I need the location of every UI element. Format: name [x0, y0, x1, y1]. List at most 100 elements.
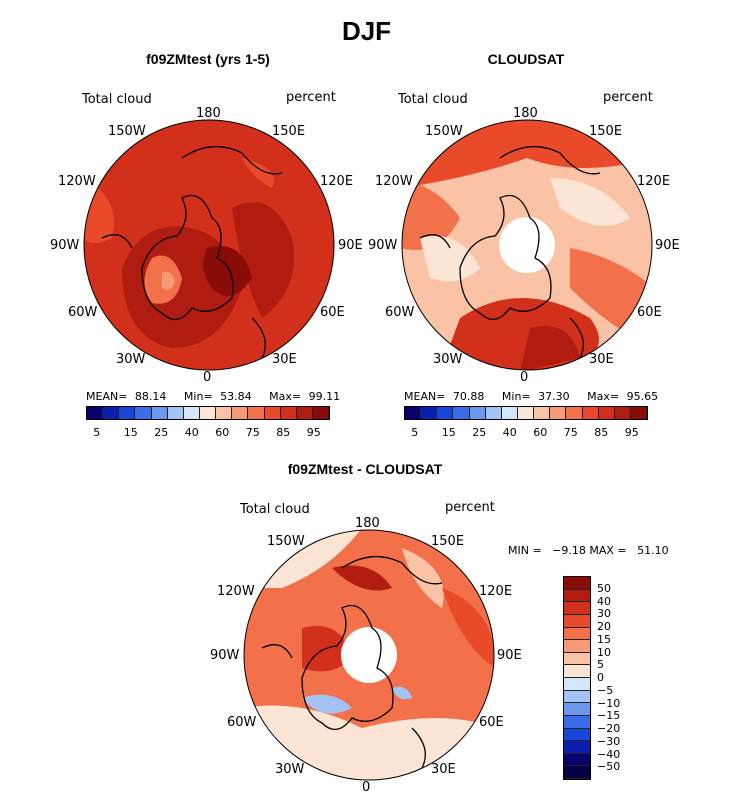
- p3-lon-30w: 30W: [275, 762, 305, 777]
- p3-stats: MIN = −9.18 MAX = 51.10: [508, 544, 669, 557]
- colorbar-cell: [564, 640, 590, 653]
- colorbar-tick-label: −50: [597, 760, 621, 774]
- colorbar-tick-label: 10: [597, 645, 611, 659]
- colorbar-cell: [517, 407, 535, 419]
- map-coastline: [101, 145, 283, 359]
- panel3-units: percent: [445, 500, 495, 515]
- p2-lon-120w: 120W: [375, 174, 413, 189]
- p1-max-value: 99.11: [308, 390, 341, 403]
- p2-lon-30w: 30W: [433, 352, 463, 367]
- colorbar-cell: [564, 614, 590, 628]
- colorbar-cell: [501, 407, 518, 419]
- colorbar-cell: [469, 407, 486, 419]
- colorbar-cell: [564, 690, 590, 704]
- map-field-mid: [242, 158, 274, 188]
- colorbar-tick-label: 25: [154, 426, 169, 439]
- colorbar-cell: [534, 407, 551, 419]
- p3-lon-0: 0: [362, 780, 371, 795]
- p3-lon-60e: 60E: [479, 715, 504, 730]
- colorbar-cell: [264, 407, 281, 419]
- colorbar-cell: [630, 407, 648, 419]
- map-field-max: [520, 326, 580, 370]
- colorbar-cell: [564, 602, 590, 615]
- map-field-low: [550, 178, 630, 226]
- colorbar-tick-label: 50: [597, 581, 611, 595]
- p1-lon-30e: 30E: [272, 352, 297, 367]
- figure-title: DJF: [341, 16, 392, 46]
- colorbar-tick-label: −20: [597, 722, 621, 735]
- map-field-low: [420, 236, 480, 282]
- colorbar-cell: [183, 407, 200, 419]
- p3-lon-150w: 150W: [267, 534, 305, 549]
- colorbar-tick-label: 15: [441, 426, 456, 439]
- p2-lon-60w: 60W: [385, 305, 415, 320]
- colorbar-cell: [564, 665, 590, 678]
- p1-colorbar-ticks: 5 15 25 40 60 75 85 95: [86, 426, 330, 440]
- colorbar-tick-label: −15: [597, 709, 621, 723]
- p2-max-label: Max=: [587, 390, 620, 403]
- p2-lon-150e: 150E: [589, 124, 623, 139]
- map-coastline: [419, 145, 601, 359]
- colorbar-cell: [564, 589, 590, 603]
- panel1-variable: Total cloud: [82, 92, 152, 107]
- p2-lon-0: 0: [520, 370, 529, 385]
- map-field-negative: [392, 686, 412, 700]
- colorbar-tick-label: 95: [624, 426, 639, 439]
- colorbar-cell: [564, 652, 590, 666]
- colorbar-cell: [280, 407, 297, 419]
- map-field-low: [402, 548, 444, 608]
- map-field-negative: [302, 694, 352, 714]
- map-field-mid: [442, 588, 494, 668]
- colorbar-tick-label: 95: [306, 426, 321, 439]
- colorbar-tick-label: 75: [245, 426, 260, 439]
- map-missing-polar-cap: [499, 217, 555, 273]
- colorbar-tick-label: 25: [472, 426, 487, 439]
- p1-min-value: 53.84: [220, 390, 252, 403]
- colorbar-cell: [151, 407, 168, 419]
- p2-lon-90e: 90E: [655, 238, 680, 253]
- colorbar-cell: [437, 407, 454, 419]
- map-field-max: [203, 246, 252, 296]
- colorbar-cell: [167, 407, 184, 419]
- panel3-polar-map: [243, 529, 495, 781]
- colorbar-tick-label: 40: [184, 426, 199, 439]
- p1-mean-label: MEAN=: [86, 390, 128, 403]
- p3-colorbar-ticks: 50 40 30 20 15 10 5 0 −5 −10 −15 −20 −30 −40 −50: [597, 576, 647, 780]
- colorbar-tick-label: 5: [411, 426, 419, 439]
- panel2-variable: Total cloud: [398, 92, 468, 107]
- colorbar-cell: [564, 703, 590, 716]
- panel3-title: f09ZMtest - CLOUDSAT: [287, 461, 443, 477]
- colorbar-cell: [564, 627, 590, 641]
- colorbar-tick-label: 60: [215, 426, 230, 439]
- colorbar-cell: [582, 407, 599, 419]
- colorbar-cell: [564, 678, 590, 691]
- panel2-units: percent: [603, 90, 653, 105]
- p1-stats: MEAN= 88.14 Min= 53.84 Max= 99.11: [86, 390, 340, 403]
- p2-mean-label: MEAN=: [404, 390, 446, 403]
- p3-lon-120w: 120W: [217, 584, 255, 599]
- colorbar-cell: [119, 407, 136, 419]
- colorbar-tick-label: 75: [563, 426, 578, 439]
- colorbar-cell: [564, 715, 590, 729]
- p2-colorbar-ticks: 5 15 25 40 60 75 85 95: [404, 426, 648, 440]
- colorbar-tick-label: 60: [533, 426, 548, 439]
- colorbar-cell: [564, 753, 590, 767]
- colorbar-cell: [248, 407, 265, 419]
- colorbar-tick-label: −5: [597, 683, 614, 697]
- p3-lon-120e: 120E: [479, 584, 513, 599]
- colorbar-cell: [232, 407, 249, 419]
- colorbar-tick-label: 5: [93, 426, 101, 439]
- colorbar-tick-label: 15: [597, 632, 611, 646]
- panel1-title: f09ZMtest (yrs 1-5): [146, 51, 270, 67]
- panel1-polar-map: [83, 119, 335, 371]
- p1-max-label: Max=: [269, 390, 302, 403]
- p1-lon-90w: 90W: [50, 238, 80, 253]
- p3-lon-90w: 90W: [210, 648, 240, 663]
- p2-lon-180: 180: [513, 106, 538, 121]
- p1-colorbar: [86, 406, 330, 420]
- p2-lon-120e: 120E: [637, 174, 671, 189]
- p2-lon-60e: 60E: [637, 305, 662, 320]
- colorbar-cell: [103, 407, 120, 419]
- p3-lon-60w: 60W: [227, 715, 257, 730]
- colorbar-cell: [550, 407, 567, 419]
